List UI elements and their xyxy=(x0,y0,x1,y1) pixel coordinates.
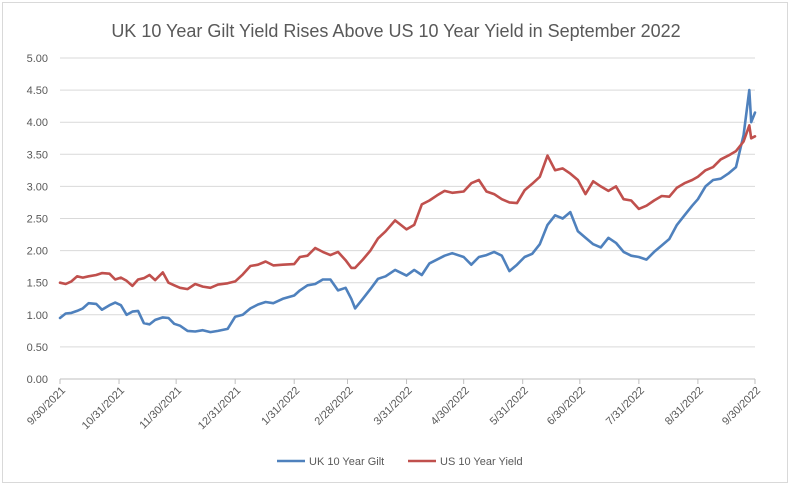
gridlines xyxy=(60,57,755,380)
legend: UK 10 Year Gilt US 10 Year Yield xyxy=(277,456,523,468)
x-tick-label: 5/31/2022 xyxy=(488,385,531,428)
series-lines xyxy=(58,88,757,334)
y-axis-ticks: 0.00 0.50 1.00 1.50 2.00 2.50 3.00 3.50 4.00 4.50… xyxy=(27,53,48,386)
y-tick-label: 3.00 xyxy=(27,181,48,193)
y-tick-label: 5.00 xyxy=(27,53,48,65)
legend-label: UK 10 Year Gilt xyxy=(309,456,384,468)
y-tick-label: 2.00 xyxy=(27,246,48,258)
x-tick-label: 3/31/2022 xyxy=(372,385,415,428)
y-tick-label: 3.50 xyxy=(27,149,48,161)
x-tick-label: 2/28/2022 xyxy=(313,385,356,428)
x-axis-ticks: 9/30/2021 10/31/2021 11/30/2021 12/31/2021 1… xyxy=(25,379,763,432)
x-tick-label: 9/30/2022 xyxy=(720,385,763,428)
x-tick-label: 6/30/2022 xyxy=(545,385,588,428)
x-tick-label: 10/31/2021 xyxy=(80,385,127,432)
legend-label: US 10 Year Yield xyxy=(440,456,523,468)
series-line-uk-10-year-gilt xyxy=(58,88,757,334)
x-tick-label: 12/31/2021 xyxy=(196,385,243,432)
x-tick-label: 1/31/2022 xyxy=(259,385,302,428)
x-tick-label: 4/30/2022 xyxy=(429,385,472,428)
x-tick-label: 11/30/2021 xyxy=(137,385,184,432)
y-tick-label: 0.50 xyxy=(27,342,48,354)
series-line-us-10-year-yield xyxy=(58,124,757,291)
x-tick-label: 8/31/2022 xyxy=(663,385,706,428)
y-tick-label: 0.00 xyxy=(27,374,48,386)
y-tick-label: 1.00 xyxy=(27,310,48,322)
y-tick-label: 2.50 xyxy=(27,214,48,226)
y-tick-label: 4.50 xyxy=(27,85,48,97)
x-tick-label: 7/31/2022 xyxy=(604,385,647,428)
y-tick-label: 4.00 xyxy=(27,117,48,129)
y-tick-label: 1.50 xyxy=(27,278,48,290)
chart-title: UK 10 Year Gilt Yield Rises Above US 10 … xyxy=(111,21,680,41)
x-tick-label: 9/30/2021 xyxy=(25,385,68,428)
